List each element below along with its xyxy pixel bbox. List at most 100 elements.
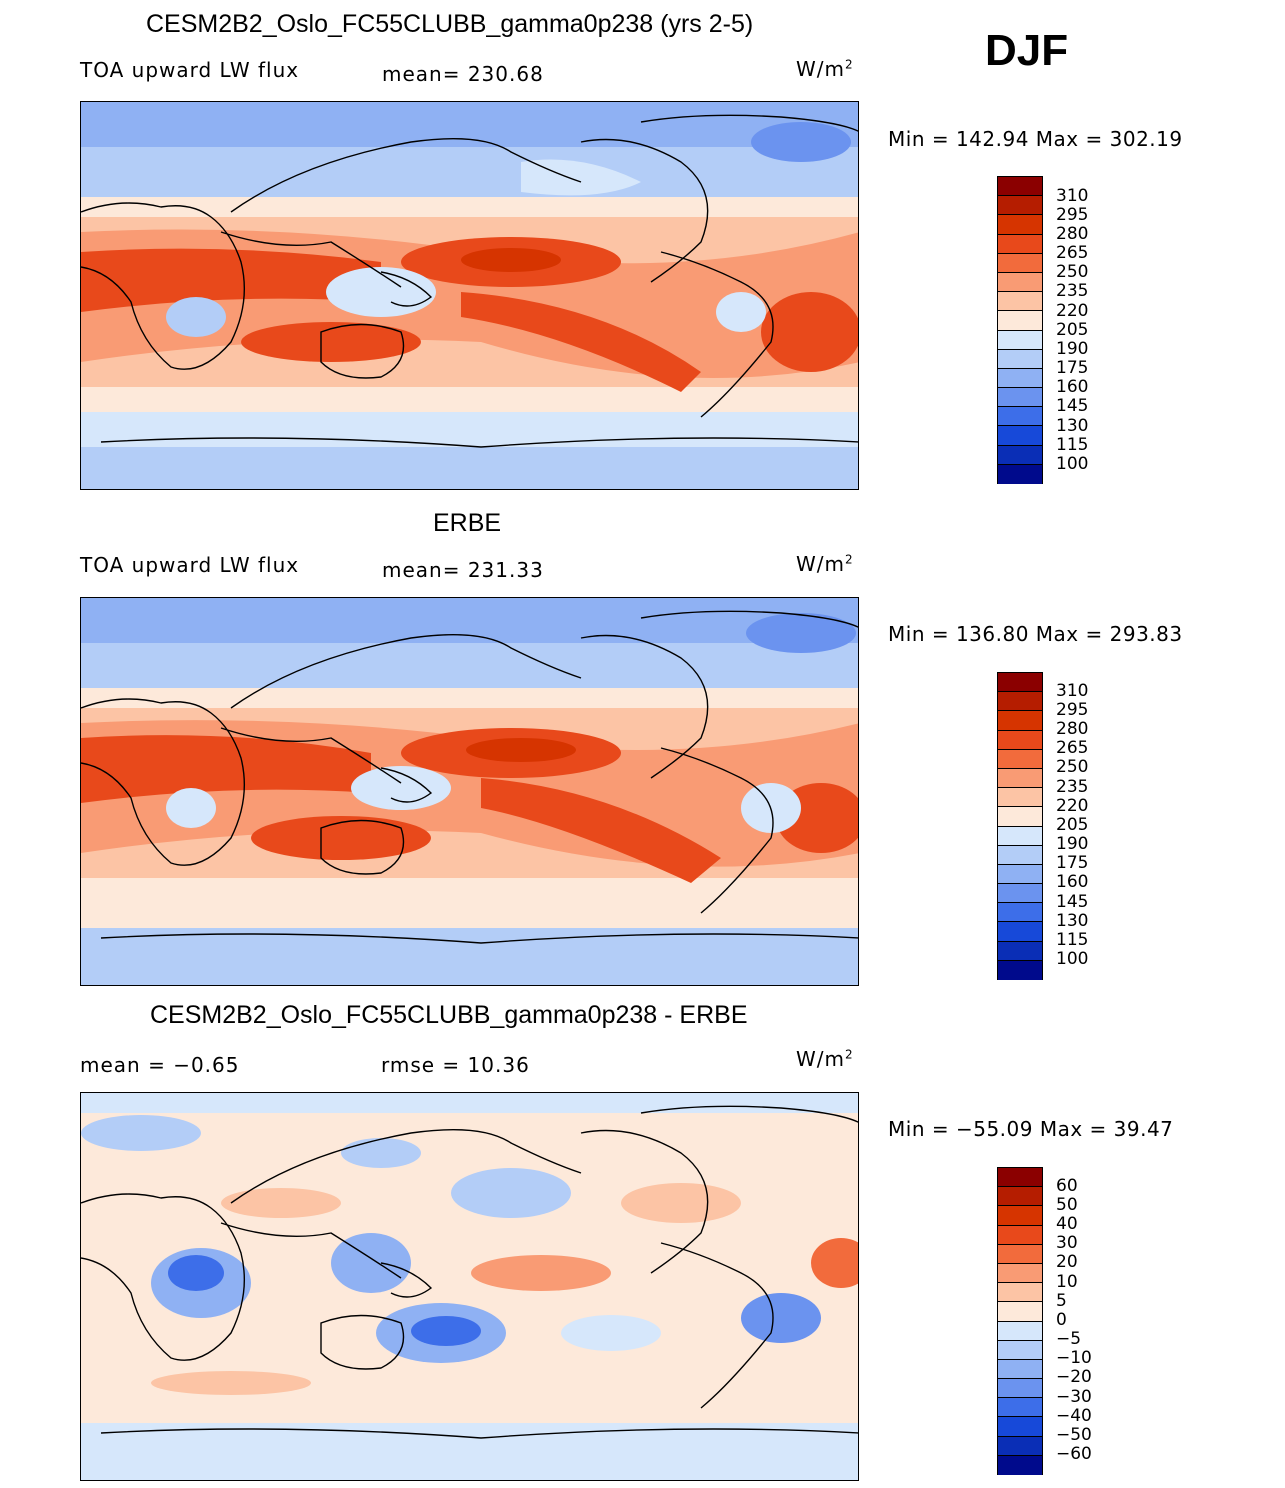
panel1-variable-label: TOA upward LW flux: [80, 58, 300, 82]
colorbar-tick: 100: [1056, 454, 1089, 474]
colorbar-swatch: [998, 1398, 1042, 1418]
colorbar-swatch: [998, 272, 1042, 293]
colorbar-swatch: [998, 960, 1042, 980]
colorbar-tick: −50: [1056, 1425, 1092, 1445]
colorbar-swatch: [998, 1283, 1042, 1303]
panel3-colorbar: [997, 1167, 1043, 1475]
colorbar-tick: 20: [1056, 1252, 1078, 1272]
colorbar-tick: −20: [1056, 1367, 1092, 1387]
panel3-title: CESM2B2_Oslo_FC55CLUBB_gamma0p238 - ERBE: [150, 1001, 748, 1029]
panel2-title: ERBE: [433, 509, 502, 537]
colorbar-tick: 295: [1056, 205, 1089, 225]
season-label: DJF: [985, 26, 1069, 75]
colorbar-tick: 145: [1056, 396, 1089, 416]
colorbar-swatch: [998, 845, 1042, 865]
panel3-minmax: Min = −55.09 Max = 39.47: [888, 1117, 1174, 1141]
colorbar-swatch: [998, 388, 1042, 408]
colorbar-tick: 295: [1056, 700, 1089, 720]
panel1-minmax: Min = 142.94 Max = 302.19: [888, 127, 1183, 151]
colorbar-tick: 250: [1056, 262, 1089, 282]
panel2-map: [80, 597, 859, 986]
colorbar-swatch: [998, 253, 1042, 273]
colorbar-swatch: [998, 1417, 1042, 1437]
colorbar-swatch: [998, 368, 1042, 389]
colorbar-swatch: [998, 884, 1042, 904]
colorbar-swatch: [998, 864, 1042, 885]
colorbar-tick: 265: [1056, 738, 1089, 758]
colorbar-swatch: [998, 1302, 1042, 1322]
colorbar-tick: 160: [1056, 377, 1089, 397]
panel2-units: W/m2: [796, 552, 854, 576]
panel3-rmse-label: rmse = 10.36: [381, 1053, 530, 1077]
panel2-map-graphic: [81, 598, 858, 985]
colorbar-swatch: [998, 177, 1042, 197]
panel1-colorbar: [997, 176, 1043, 484]
colorbar-tick: 115: [1056, 435, 1089, 455]
colorbar-swatch: [998, 807, 1042, 827]
colorbar-swatch: [998, 692, 1042, 712]
colorbar-tick: 220: [1056, 301, 1089, 321]
colorbar-swatch: [998, 1263, 1042, 1284]
colorbar-tick: 190: [1056, 834, 1089, 854]
colorbar-swatch: [998, 826, 1042, 846]
colorbar-tick: 130: [1056, 911, 1089, 931]
colorbar-tick: −10: [1056, 1348, 1092, 1368]
colorbar-tick: 310: [1056, 186, 1089, 206]
colorbar-swatch: [998, 1340, 1042, 1360]
colorbar-swatch: [998, 330, 1042, 350]
colorbar-swatch: [998, 215, 1042, 235]
colorbar-swatch: [998, 1206, 1042, 1226]
colorbar-swatch: [998, 1321, 1042, 1341]
colorbar-tick: 145: [1056, 892, 1089, 912]
colorbar-tick: 265: [1056, 243, 1089, 263]
colorbar-swatch: [998, 903, 1042, 923]
colorbar-swatch: [998, 673, 1042, 693]
panel3-units: W/m2: [796, 1047, 854, 1071]
panel1-units: W/m2: [796, 57, 854, 81]
colorbar-swatch: [998, 1225, 1042, 1245]
colorbar-swatch: [998, 922, 1042, 942]
colorbar-swatch: [998, 311, 1042, 331]
panel2-colorbar: [997, 672, 1043, 980]
colorbar-swatch: [998, 445, 1042, 465]
colorbar-tick: −5: [1056, 1329, 1082, 1349]
colorbar-swatch: [998, 1244, 1042, 1264]
colorbar-tick: 205: [1056, 320, 1089, 340]
colorbar-tick: 60: [1056, 1176, 1078, 1196]
colorbar-tick: 115: [1056, 930, 1089, 950]
colorbar-swatch: [998, 788, 1042, 808]
panel1-map: [80, 101, 859, 490]
panel1-mean-label: mean= 230.68: [382, 62, 544, 86]
panel2-variable-label: TOA upward LW flux: [80, 553, 300, 577]
panel1-title: CESM2B2_Oslo_FC55CLUBB_gamma0p238 (yrs 2…: [146, 10, 754, 38]
colorbar-swatch: [998, 749, 1042, 769]
colorbar-tick: 5: [1056, 1291, 1067, 1311]
colorbar-swatch: [998, 1168, 1042, 1188]
panel3-map: [80, 1092, 859, 1481]
colorbar-tick: 310: [1056, 681, 1089, 701]
colorbar-tick: 250: [1056, 757, 1089, 777]
colorbar-swatch: [998, 1455, 1042, 1475]
panel2-mean-label: mean= 231.33: [382, 558, 544, 582]
colorbar-swatch: [998, 730, 1042, 750]
colorbar-swatch: [998, 292, 1042, 312]
colorbar-tick: 235: [1056, 281, 1089, 301]
colorbar-swatch: [998, 941, 1042, 961]
colorbar-tick: 280: [1056, 224, 1089, 244]
panel3-mean-label: mean = −0.65: [80, 1053, 240, 1077]
colorbar-tick: 160: [1056, 872, 1089, 892]
colorbar-swatch: [998, 464, 1042, 484]
colorbar-tick: 40: [1056, 1214, 1078, 1234]
panel2-minmax: Min = 136.80 Max = 293.83: [888, 622, 1183, 646]
colorbar-tick: 190: [1056, 339, 1089, 359]
colorbar-tick: 175: [1056, 853, 1089, 873]
colorbar-tick: −30: [1056, 1387, 1092, 1407]
colorbar-tick: 130: [1056, 416, 1089, 436]
colorbar-tick: 0: [1056, 1310, 1067, 1330]
colorbar-tick: 205: [1056, 815, 1089, 835]
colorbar-tick: 235: [1056, 777, 1089, 797]
colorbar-tick: −60: [1056, 1444, 1092, 1464]
colorbar-swatch: [998, 1359, 1042, 1380]
panel3-map-graphic: [81, 1093, 858, 1480]
colorbar-swatch: [998, 426, 1042, 446]
